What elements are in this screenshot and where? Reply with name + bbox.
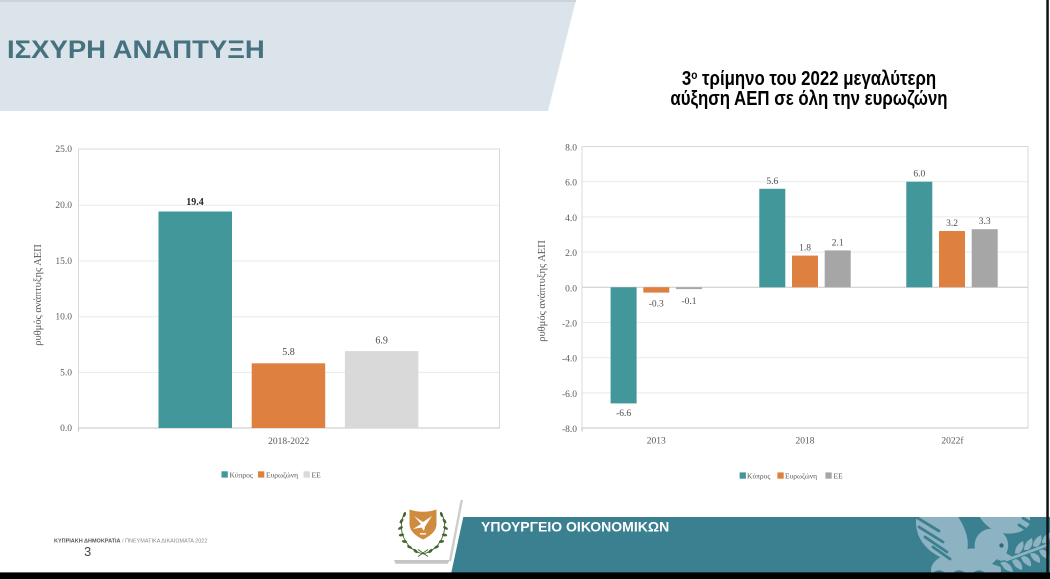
svg-text:-4.0: -4.0 bbox=[562, 355, 577, 365]
svg-text:6.9: 6.9 bbox=[375, 336, 388, 347]
svg-text:3: 3 bbox=[84, 544, 91, 559]
svg-text:ρυθμός ανάπτυξης ΑΕΠ: ρυθμός ανάπτυξης ΑΕΠ bbox=[33, 244, 44, 346]
svg-text:-6.6: -6.6 bbox=[616, 409, 631, 419]
svg-text:2018: 2018 bbox=[796, 437, 815, 447]
svg-text:Ευρωζώνη: Ευρωζώνη bbox=[266, 471, 298, 480]
svg-text:0.0: 0.0 bbox=[565, 284, 577, 294]
svg-text:-6.0: -6.0 bbox=[562, 390, 577, 400]
svg-text:5.0: 5.0 bbox=[60, 368, 72, 378]
svg-text:-0.3: -0.3 bbox=[649, 299, 664, 309]
svg-text:6.0: 6.0 bbox=[565, 179, 577, 189]
svg-text:0.0: 0.0 bbox=[60, 424, 72, 434]
svg-text:Ευρωζώνη: Ευρωζώνη bbox=[785, 472, 817, 481]
svg-text:-0.1: -0.1 bbox=[681, 297, 696, 307]
svg-text:-8.0: -8.0 bbox=[562, 425, 577, 435]
svg-text:ΥΠΟΥΡΓΕΙΟ ΟΙΚΟΝΟΜΙΚΩΝ: ΥΠΟΥΡΓΕΙΟ ΟΙΚΟΝΟΜΙΚΩΝ bbox=[481, 519, 669, 535]
svg-text:19.4: 19.4 bbox=[186, 197, 204, 208]
svg-text:8.0: 8.0 bbox=[565, 144, 577, 154]
svg-text:Κύπρος: Κύπρος bbox=[230, 471, 253, 480]
svg-text:25.0: 25.0 bbox=[55, 145, 72, 155]
svg-text:4.0: 4.0 bbox=[565, 214, 577, 224]
svg-text:6.0: 6.0 bbox=[913, 170, 925, 180]
svg-text:2013: 2013 bbox=[647, 437, 666, 447]
svg-text:1.8: 1.8 bbox=[799, 244, 811, 254]
svg-text:20.0: 20.0 bbox=[55, 201, 72, 211]
svg-text:ΕΕ: ΕΕ bbox=[834, 472, 844, 481]
svg-text:3.3: 3.3 bbox=[979, 217, 991, 227]
svg-text:Κύπρος: Κύπρος bbox=[747, 472, 770, 481]
svg-text:5.8: 5.8 bbox=[282, 347, 295, 358]
svg-text:2022f: 2022f bbox=[941, 436, 964, 447]
svg-text:ΕΕ: ΕΕ bbox=[312, 471, 322, 480]
svg-text:10.0: 10.0 bbox=[55, 313, 72, 323]
svg-text:2.1: 2.1 bbox=[832, 238, 844, 248]
svg-text:ρυθμός ανάπτυξης ΑΕΠ: ρυθμός ανάπτυξης ΑΕΠ bbox=[537, 240, 548, 342]
svg-text:ΚΥΠΡΙΑΚΗ ΔΗΜΟΚΡΑΤΙΑ / ΠΝΕΥΜΑΤΙ: ΚΥΠΡΙΑΚΗ ΔΗΜΟΚΡΑΤΙΑ / ΠΝΕΥΜΑΤΙΚΑ ΔΙΚΑΙΩΜ… bbox=[54, 539, 207, 545]
svg-text:2018-2022: 2018-2022 bbox=[268, 437, 309, 447]
svg-text:15.0: 15.0 bbox=[55, 257, 72, 267]
svg-text:-2.0: -2.0 bbox=[562, 320, 577, 330]
svg-text:3.2: 3.2 bbox=[946, 219, 958, 229]
svg-text:2.0: 2.0 bbox=[565, 249, 577, 259]
svg-text:5.6: 5.6 bbox=[766, 177, 778, 187]
